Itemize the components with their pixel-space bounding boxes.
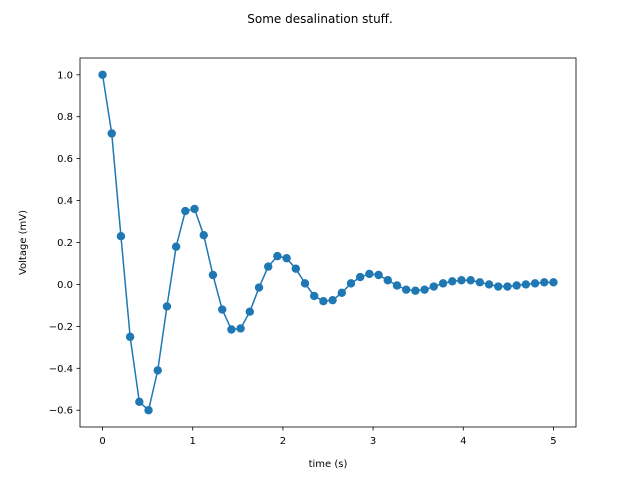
data-point	[319, 297, 328, 306]
x-tick-label: 2	[280, 436, 286, 447]
x-axis-label: time (s)	[309, 459, 348, 470]
data-point	[429, 282, 438, 291]
data-point	[457, 276, 466, 285]
data-point	[116, 232, 126, 241]
data-point	[144, 406, 153, 415]
data-point	[291, 264, 301, 273]
data-point	[264, 262, 273, 271]
data-point	[355, 272, 365, 282]
data-point	[448, 277, 457, 286]
y-axis-ticks: −0.6 −0.4 −0.2 0.0 0.2 0.4 0.6 0.8 1.0	[49, 70, 80, 417]
axes-frame	[79, 57, 577, 428]
data-point	[310, 291, 319, 301]
x-tick-label: 1	[190, 436, 196, 447]
data-point	[107, 129, 116, 138]
data-point	[530, 279, 540, 288]
data-point	[273, 251, 282, 261]
data-point	[125, 332, 135, 342]
data-point	[420, 285, 429, 294]
data-point	[540, 278, 549, 287]
data-point	[245, 307, 255, 316]
data-point	[236, 324, 245, 333]
data-point	[190, 204, 199, 214]
y-tick-label: 0.8	[57, 112, 73, 123]
data-point	[282, 254, 291, 263]
y-tick-label: −0.4	[49, 364, 73, 375]
y-tick-label: 0.2	[57, 238, 73, 249]
data-point	[254, 283, 264, 292]
data-point	[521, 280, 531, 289]
data-point	[199, 230, 208, 240]
x-tick-label: 5	[550, 436, 556, 447]
data-point	[181, 206, 190, 216]
data-point	[346, 279, 356, 288]
x-tick-label: 3	[370, 436, 376, 447]
data-point	[337, 288, 346, 298]
data-point	[549, 278, 558, 287]
data-point	[218, 305, 227, 314]
data-point	[162, 302, 172, 311]
data-point	[300, 279, 310, 288]
y-axis-label: Voltage (mV)	[18, 210, 29, 275]
data-point	[503, 282, 512, 291]
data-point	[411, 286, 420, 295]
data-point	[494, 282, 503, 291]
y-tick-label: 0.0	[57, 280, 73, 291]
x-tick-label: 0	[99, 436, 105, 447]
x-axis-ticks: 0 1 2 3 4 5	[99, 427, 557, 447]
data-point	[98, 70, 107, 79]
y-tick-label: 0.4	[57, 196, 73, 207]
data-point	[512, 281, 521, 290]
data-point	[135, 397, 144, 407]
data-point	[392, 281, 402, 290]
data-point	[171, 242, 181, 251]
data-point	[475, 278, 485, 287]
data-point	[383, 276, 392, 285]
data-point	[153, 366, 162, 375]
data-point	[328, 295, 337, 305]
data-point	[208, 270, 218, 280]
data-point	[227, 325, 236, 334]
y-tick-label: 1.0	[57, 70, 73, 81]
x-tick-label: 4	[460, 436, 466, 447]
data-point	[484, 280, 494, 289]
y-tick-label: 0.6	[57, 154, 73, 165]
data-point	[401, 285, 411, 294]
data-point	[438, 279, 448, 288]
chart-title: Some desalination stuff.	[247, 12, 393, 26]
series-layer	[98, 70, 558, 415]
data-point	[365, 269, 374, 279]
y-tick-label: −0.2	[49, 322, 73, 333]
data-point	[466, 276, 475, 285]
data-point	[374, 270, 383, 280]
y-tick-label: −0.6	[49, 406, 73, 417]
